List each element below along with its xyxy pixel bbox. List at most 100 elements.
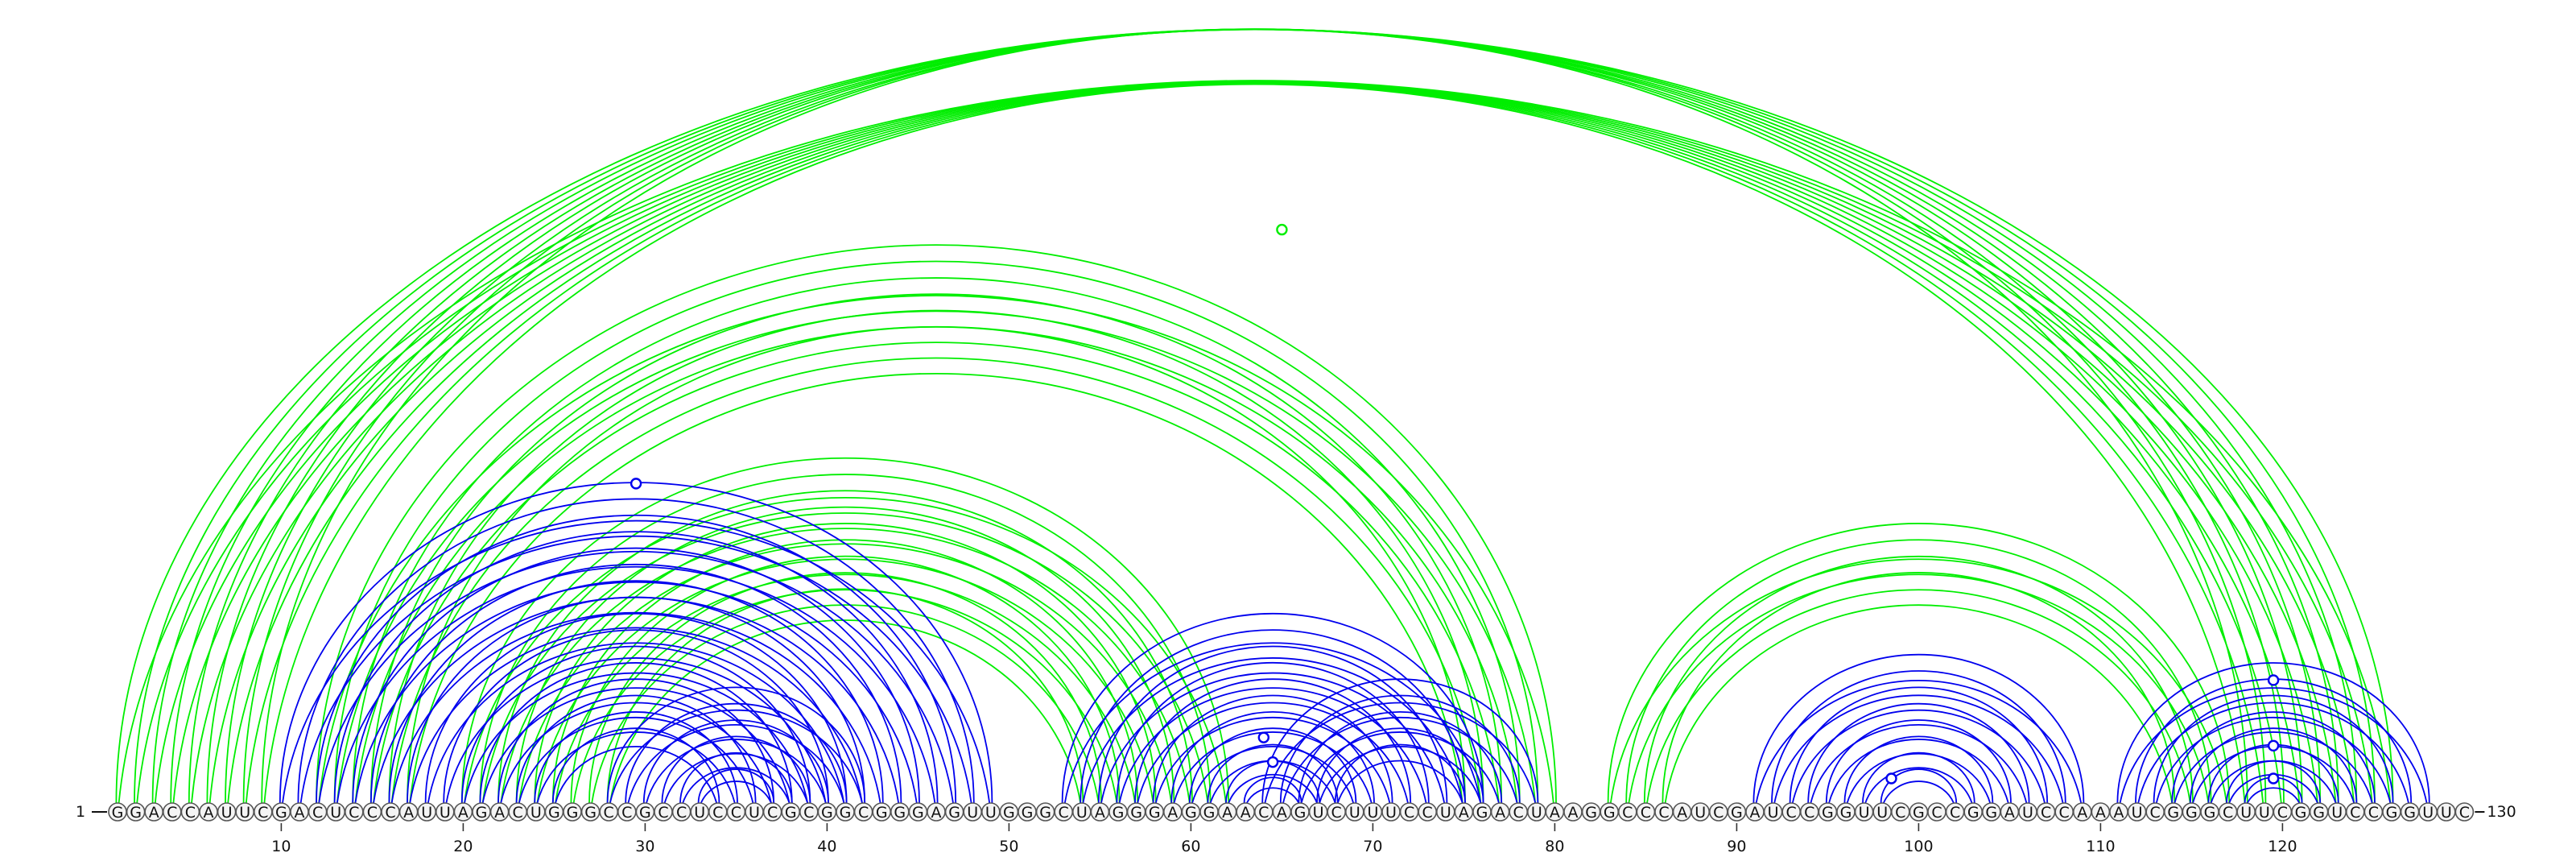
nucleotide-letter: C	[258, 804, 268, 822]
nucleotide-123: U	[2327, 802, 2347, 822]
nucleotide-18: U	[417, 802, 437, 822]
helix-5-pair-85-115-arc-2	[1646, 589, 2191, 804]
nucleotide-letter: C	[767, 804, 778, 822]
nucleotide-letter: U	[2240, 804, 2252, 822]
helix-3-pair-25-57-arc-2	[555, 573, 1136, 804]
nucleotide-13: U	[326, 802, 346, 822]
nucleotide-95: G	[1818, 802, 1838, 822]
nucleotide-127: G	[2400, 802, 2420, 822]
helix-8-pair-63-66-arc-2	[1245, 787, 1300, 804]
nucleotide-63: A	[1236, 802, 1255, 822]
nucleotide-99: C	[1891, 802, 1910, 822]
nucleotide-letter: C	[513, 804, 523, 822]
nucleotide-letter: U	[1349, 804, 1360, 822]
noncanonical-marker-112-127	[2267, 674, 2280, 686]
helix-1-pair-8-119-arc-2	[245, 83, 2264, 804]
nucleotide-letter: U	[239, 804, 250, 822]
helix-11-pair-113-126-arc-2	[2155, 716, 2392, 804]
helix-4-pair-28-54-arc-2	[609, 619, 1082, 804]
nucleotide-letter: C	[1513, 804, 1524, 822]
nucleotide-129: U	[2437, 802, 2456, 822]
nucleotide-letter: G	[1149, 804, 1161, 822]
nucleotide-122: G	[2309, 802, 2329, 822]
helix-10-pair-96-104-arc-2	[1846, 752, 1992, 804]
helix-6-pair-18-41-arc-1	[424, 612, 848, 804]
nucleotide-letter: C	[1258, 804, 1269, 822]
helix-6-pair-13-46-arc-2	[336, 565, 936, 804]
nucleotide-letter: C	[803, 804, 814, 822]
helix-1-pair-3-124-arc-1	[151, 28, 2358, 804]
helix-7-pair-33-37-arc-2	[700, 780, 772, 804]
nucleotide-letter: A	[295, 804, 305, 822]
nucleotide-114: G	[2164, 802, 2183, 822]
helix-3-pair-23-59-arc-1	[515, 506, 1175, 804]
helix-6-pair-14-45-arc-2	[354, 581, 918, 804]
helix-5-pair-84-116-arc-1	[1625, 539, 2212, 804]
nucleotide-45: G	[908, 802, 928, 822]
nucleotide-112: U	[2127, 802, 2147, 822]
nucleotide-letter: A	[149, 804, 159, 822]
tick-label-30: 30	[635, 838, 654, 855]
tick-label-120: 120	[2268, 838, 2297, 855]
helix-6-pair-21-38-arc-1	[479, 662, 793, 804]
nucleotide-letter: G	[1039, 804, 1051, 822]
noncanonical-marker-118-121	[2267, 772, 2280, 785]
nucleotide-letter: G	[1022, 804, 1034, 822]
nucleotide-120: C	[2273, 802, 2293, 822]
helix-7-pair-31-39-arc-1	[661, 735, 811, 804]
nucleotide-107: C	[2036, 802, 2056, 822]
nucleotide-letter: C	[1895, 804, 1905, 822]
nucleotide-letter: U	[330, 804, 341, 822]
nucleotide-56: G	[1108, 802, 1128, 822]
nucleotide-96: G	[1836, 802, 1856, 822]
helix-6-pair-20-39-arc-2	[464, 672, 809, 804]
tick-label-40: 40	[817, 838, 836, 855]
nucleotide-101: C	[1927, 802, 1946, 822]
nucleotide-letter: G	[275, 804, 287, 822]
nucleotide-letter: C	[1786, 804, 1797, 822]
helix-10-pair-95-105-arc-1	[1825, 719, 2012, 804]
nucleotide-letter: U	[1313, 804, 1324, 822]
nucleotide-letter: A	[1568, 804, 1579, 822]
nucleotide-69: U	[1345, 802, 1364, 822]
nucleotide-11: A	[290, 802, 309, 822]
nucleotide-71: U	[1381, 802, 1401, 822]
nucleotide-letter: A	[1095, 804, 1105, 822]
nucleotide-75: A	[1454, 802, 1474, 822]
nucleotide-letter: A	[2077, 804, 2087, 822]
nucleotide-letter: C	[621, 804, 632, 822]
nucleotide-letter: U	[421, 804, 432, 822]
helix-9-pair-67-76-arc-2	[1319, 746, 1482, 804]
nucleotide-119: U	[2255, 802, 2274, 822]
nucleotide-letter: G	[1967, 804, 1979, 822]
tick-label-80: 80	[1545, 838, 1564, 855]
helix-5-pair-83-117-arc-2	[1609, 558, 2227, 804]
nucleotide-77: A	[1490, 802, 1510, 822]
nucleotide-letter: G	[1731, 804, 1743, 822]
tick-label-70: 70	[1363, 838, 1382, 855]
nucleotide-15: C	[362, 802, 382, 822]
nucleotide-83: G	[1600, 802, 1619, 822]
helix-1-pair-6-121-arc-2	[208, 81, 2301, 804]
nucleotide-109: A	[2073, 802, 2092, 822]
helix-11-pair-112-127-arc-2	[2137, 702, 2409, 804]
nucleotide-79: U	[1527, 802, 1546, 822]
nucleotide-14: C	[344, 802, 364, 822]
helix-9-pair-64-79-arc-2	[1264, 702, 1537, 804]
helix-7-pair-32-38-arc-1	[679, 751, 793, 804]
noncanonical-marker-60-68	[1257, 731, 1270, 743]
nucleotide-26: G	[563, 802, 582, 822]
helix-8-pair-58-71-arc-1	[1152, 694, 1393, 804]
nucleotide-67: U	[1308, 802, 1328, 822]
helix-9-pair-65-78-arc-1	[1279, 694, 1521, 804]
nucleotide-9: C	[253, 802, 273, 822]
helix-8-pair-55-74-arc-1	[1097, 645, 1448, 804]
helix-6-pair-25-34-arc-1	[551, 727, 720, 804]
nucleotide-letter: C	[1950, 804, 1960, 822]
helix-9-pair-64-79-arc-1	[1261, 678, 1539, 804]
helix-10-pair-96-104-arc-1	[1843, 735, 1994, 804]
nucleotide-letter: G	[2204, 804, 2216, 822]
position-ticks: 10 20 30 40 50 60 70 80 90 100 110 120	[271, 823, 2297, 855]
nucleotide-8: U	[235, 802, 255, 822]
nucleotide-16: C	[381, 802, 400, 822]
